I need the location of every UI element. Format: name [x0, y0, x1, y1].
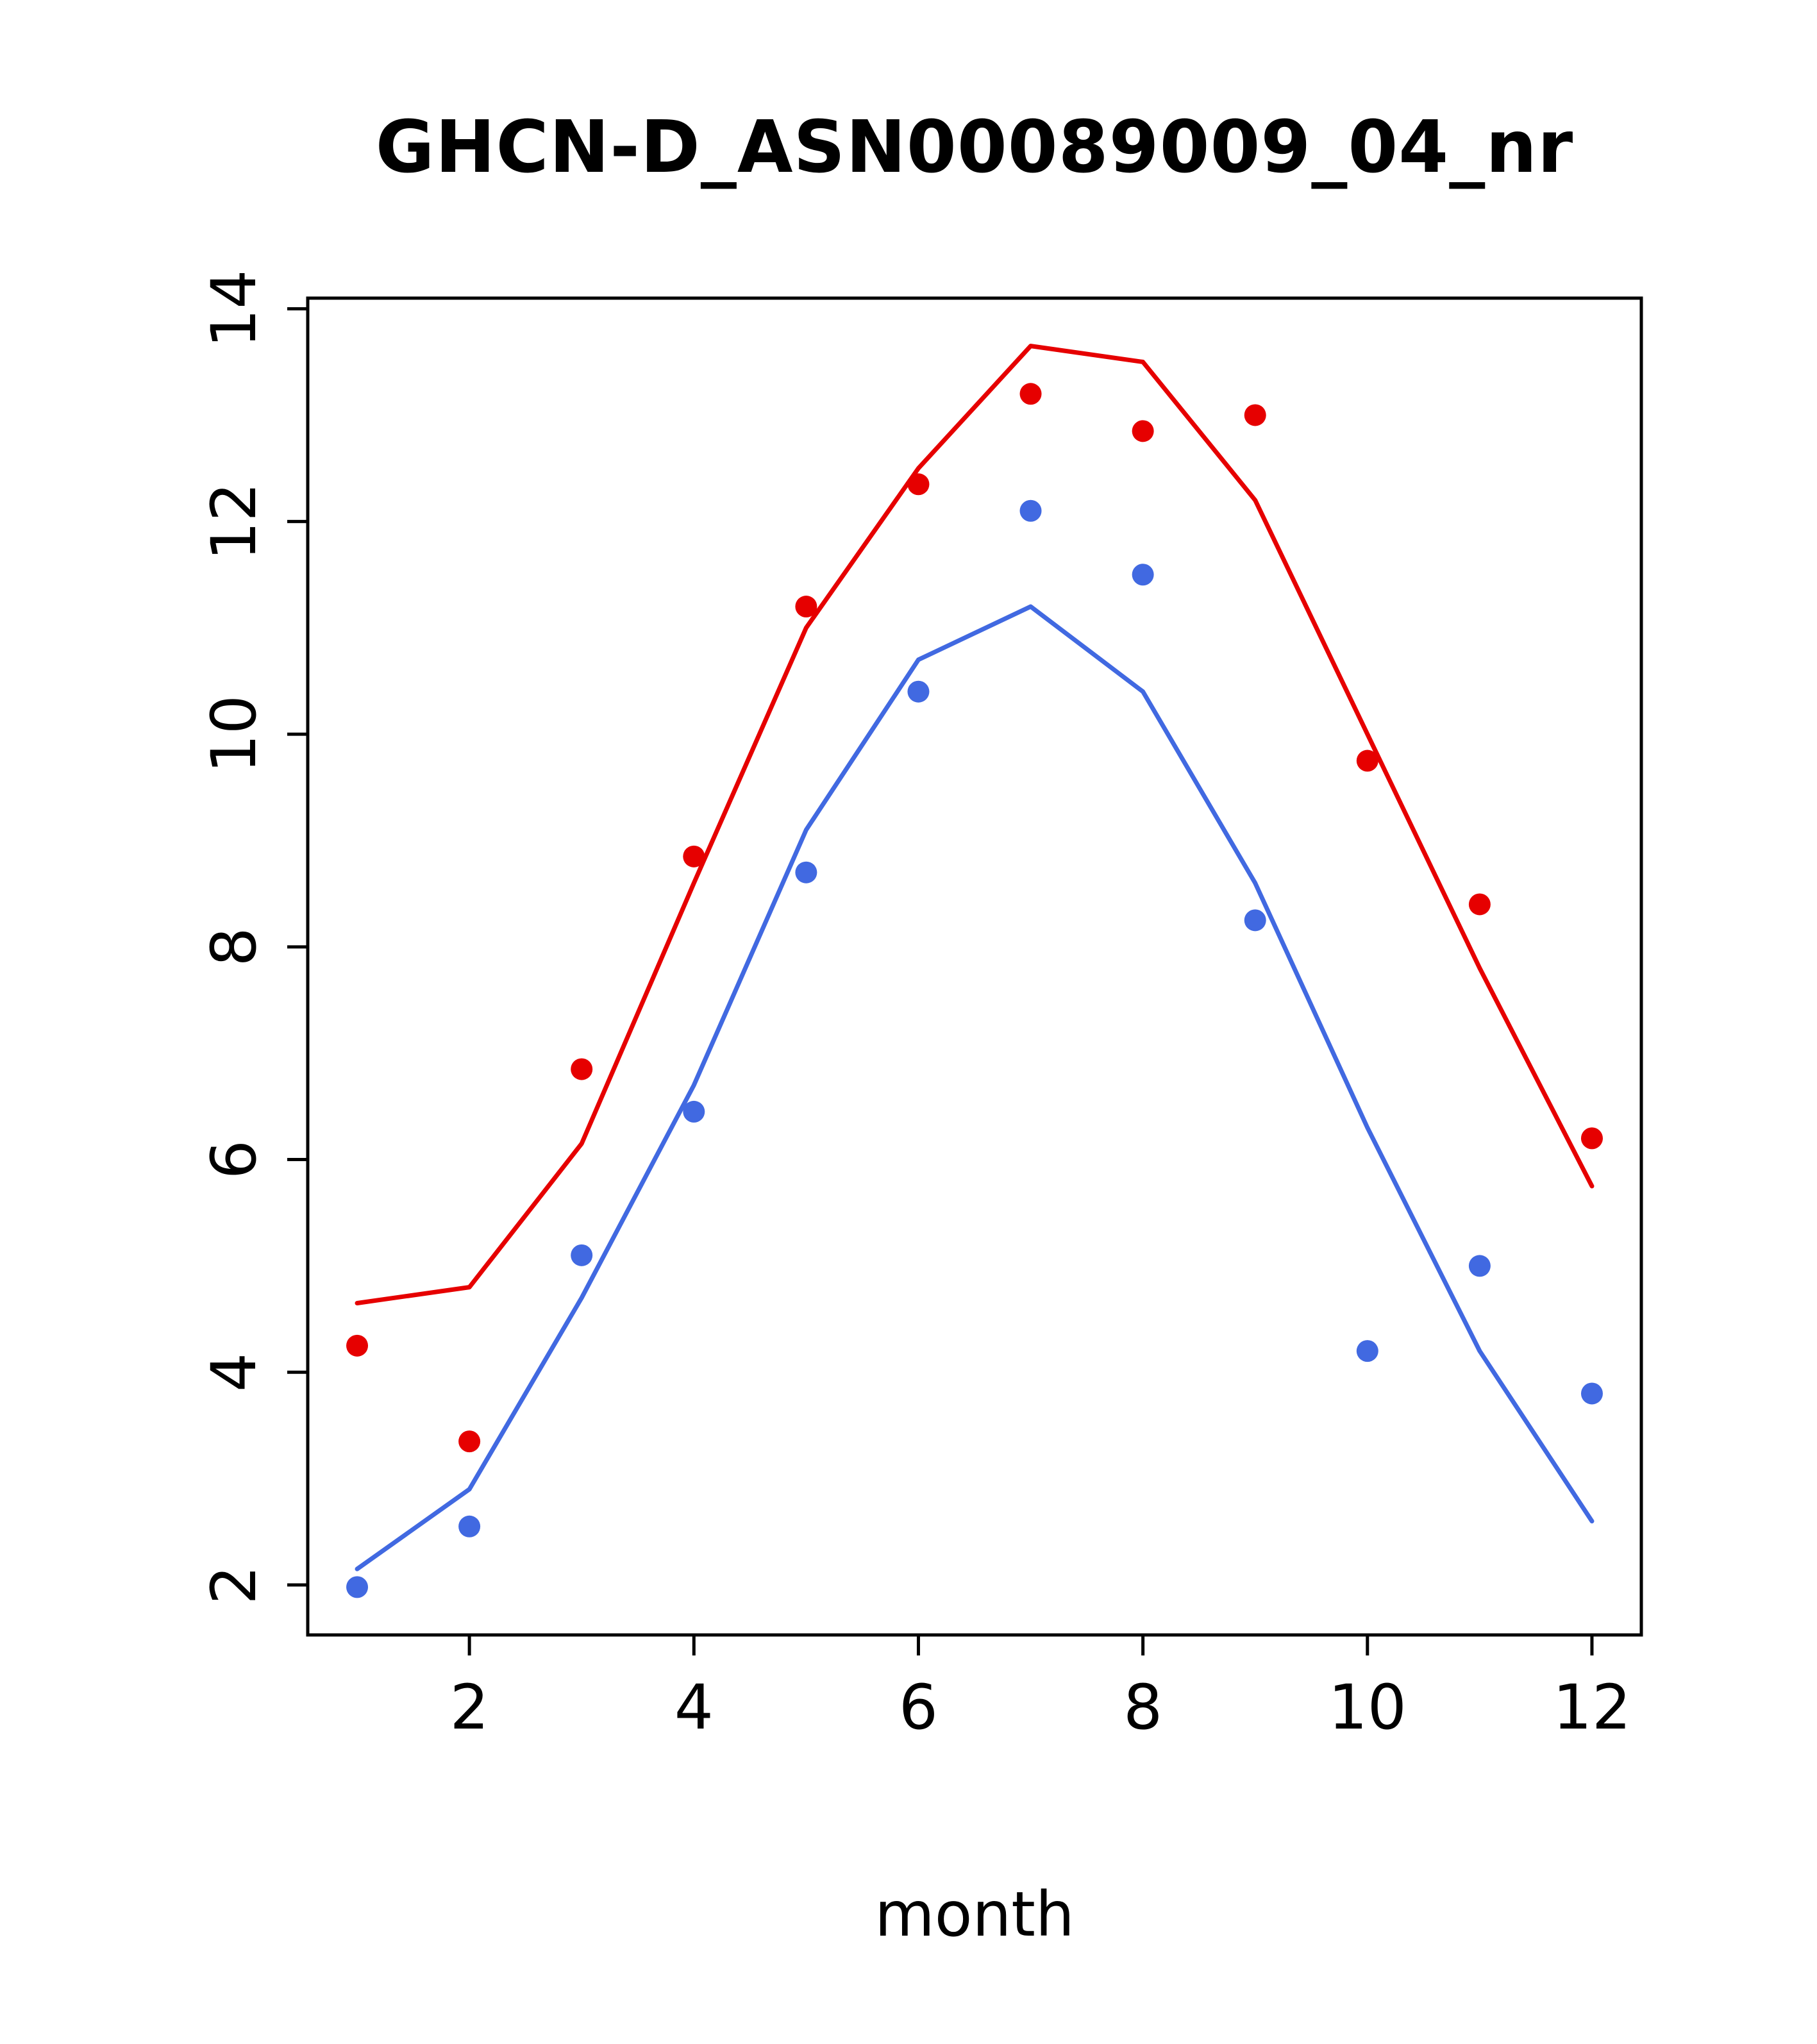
- blue-points-marker: [795, 861, 817, 884]
- blue-points-marker: [907, 680, 930, 703]
- blue-points-marker: [1468, 1255, 1491, 1277]
- x-tick-label: 10: [1328, 1671, 1407, 1743]
- y-tick-label: 12: [198, 482, 270, 560]
- red-line-series: [355, 344, 1595, 1305]
- y-tick-label: 10: [198, 695, 270, 773]
- red-points-marker: [458, 1430, 481, 1453]
- blue-points-marker: [571, 1244, 593, 1266]
- x-tick-label: 12: [1553, 1671, 1631, 1743]
- red-points-marker: [795, 596, 817, 618]
- blue-points-marker: [683, 1100, 705, 1123]
- red-points-marker: [571, 1058, 593, 1080]
- blue-points-marker: [1019, 499, 1042, 522]
- blue-points-marker: [458, 1515, 481, 1537]
- y-tick-label: 14: [198, 270, 270, 348]
- x-tick-label: 2: [450, 1671, 489, 1743]
- red-points-marker: [1244, 404, 1266, 426]
- red-points-marker: [1356, 750, 1378, 772]
- y-tick-label: 8: [198, 927, 270, 966]
- y-tick-label: 4: [198, 1353, 270, 1392]
- red-points-marker: [1580, 1127, 1603, 1150]
- chart-title: GHCN-D_ASN00089009_04_nr: [375, 106, 1574, 189]
- blue-line-series: [355, 604, 1595, 1571]
- plot-box: [306, 296, 1643, 1637]
- blue-points-marker: [346, 1576, 369, 1598]
- y-tick-label: 2: [198, 1566, 270, 1605]
- red-points-marker: [683, 845, 705, 867]
- red-points-marker: [1132, 420, 1154, 442]
- blue-points-marker: [1244, 909, 1266, 932]
- red-points-marker: [907, 473, 930, 496]
- x-tick-label: 4: [674, 1671, 714, 1743]
- x-tick-label: 6: [899, 1671, 938, 1743]
- red-points-marker: [346, 1334, 369, 1357]
- red-points-marker: [1468, 893, 1491, 916]
- blue-points-marker: [1580, 1382, 1603, 1405]
- blue-points-marker: [1356, 1340, 1378, 1362]
- blue-points-marker: [1132, 564, 1154, 586]
- x-axis-label: month: [875, 1879, 1075, 1950]
- y-tick-label: 6: [198, 1140, 270, 1179]
- x-tick-label: 8: [1123, 1671, 1162, 1743]
- red-points-marker: [1019, 383, 1042, 405]
